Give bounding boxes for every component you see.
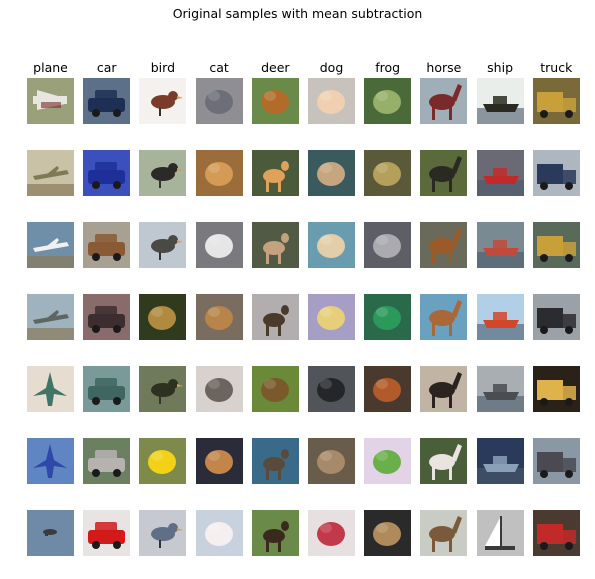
sample-image-cat-4 [195, 294, 243, 340]
sample-image-horse-3 [420, 222, 468, 268]
class-label-dog: dog [319, 60, 344, 75]
sample-image-truck-7 [532, 510, 580, 556]
sample-image-truck-3 [532, 222, 580, 268]
class-label-car: car [96, 60, 117, 75]
sample-image-ship-5 [476, 366, 524, 412]
sample-image-plane-7 [27, 510, 74, 556]
sample-image-horse-4 [420, 294, 468, 340]
sample-image-horse-6 [420, 438, 468, 484]
sample-image-horse-1 [420, 78, 468, 124]
sample-image-ship-2 [476, 150, 524, 196]
sample-image-plane-2 [27, 150, 74, 196]
sample-image-plane-4 [27, 294, 74, 340]
sample-image-bird-3 [139, 222, 187, 268]
sample-image-bird-2 [139, 150, 187, 196]
class-label-frog: frog [375, 60, 401, 75]
sample-image-cat-2 [195, 150, 243, 196]
sample-image-dog-5 [308, 366, 355, 412]
sample-image-frog-1 [364, 78, 412, 124]
class-label-deer: deer [261, 60, 290, 75]
sample-image-dog-1 [308, 78, 355, 124]
sample-image-dog-6 [308, 438, 355, 484]
sample-image-truck-1 [532, 78, 580, 124]
sample-image-horse-7 [420, 510, 468, 556]
sample-image-truck-2 [532, 150, 580, 196]
sample-image-horse-2 [420, 150, 468, 196]
sample-image-frog-6 [364, 438, 412, 484]
sample-image-car-3 [83, 222, 131, 268]
sample-image-frog-2 [364, 150, 412, 196]
sample-image-bird-1 [139, 78, 187, 124]
sample-image-dog-7 [308, 510, 355, 556]
sample-image-frog-5 [364, 366, 412, 412]
sample-image-car-7 [83, 510, 131, 556]
sample-image-truck-6 [532, 438, 580, 484]
class-label-truck: truck [540, 60, 573, 75]
sample-image-ship-7 [476, 510, 524, 556]
sample-image-plane-6 [27, 438, 74, 484]
sample-image-plane-1 [27, 78, 74, 124]
sample-image-cat-6 [195, 438, 243, 484]
class-label-horse: horse [426, 60, 462, 75]
sample-image-deer-3 [251, 222, 299, 268]
sample-image-deer-4 [251, 294, 299, 340]
sample-image-truck-4 [532, 294, 580, 340]
sample-image-frog-7 [364, 510, 412, 556]
sample-image-ship-3 [476, 222, 524, 268]
sample-image-frog-4 [364, 294, 412, 340]
sample-image-deer-2 [251, 150, 299, 196]
sample-image-cat-1 [195, 78, 243, 124]
sample-image-deer-7 [251, 510, 299, 556]
class-label-ship: ship [487, 60, 514, 75]
sample-image-cat-5 [195, 366, 243, 412]
sample-image-bird-4 [139, 294, 187, 340]
sample-image-dog-3 [308, 222, 355, 268]
class-label-cat: cat [209, 60, 229, 75]
sample-image-car-2 [83, 150, 131, 196]
sample-image-ship-6 [476, 438, 524, 484]
sample-image-ship-1 [476, 78, 524, 124]
sample-image-cat-3 [195, 222, 243, 268]
sample-image-deer-1 [251, 78, 299, 124]
sample-image-bird-5 [139, 366, 187, 412]
sample-image-truck-5 [532, 366, 580, 412]
class-label-plane: plane [33, 60, 68, 75]
sample-image-car-5 [83, 366, 131, 412]
figure-title: Original samples with mean subtraction [172, 6, 423, 21]
sample-image-plane-3 [27, 222, 74, 268]
sample-image-deer-6 [251, 438, 299, 484]
sample-image-car-1 [83, 78, 131, 124]
sample-image-bird-6 [139, 438, 187, 484]
sample-image-dog-4 [308, 294, 355, 340]
sample-image-car-6 [83, 438, 131, 484]
sample-image-horse-5 [420, 366, 468, 412]
sample-image-plane-5 [27, 366, 74, 412]
sample-image-frog-3 [364, 222, 412, 268]
sample-image-cat-7 [195, 510, 243, 556]
sample-image-ship-4 [476, 294, 524, 340]
sample-image-dog-2 [308, 150, 355, 196]
sample-image-car-4 [83, 294, 131, 340]
sample-image-deer-5 [251, 366, 299, 412]
sample-image-bird-7 [139, 510, 187, 556]
class-label-bird: bird [150, 60, 176, 75]
